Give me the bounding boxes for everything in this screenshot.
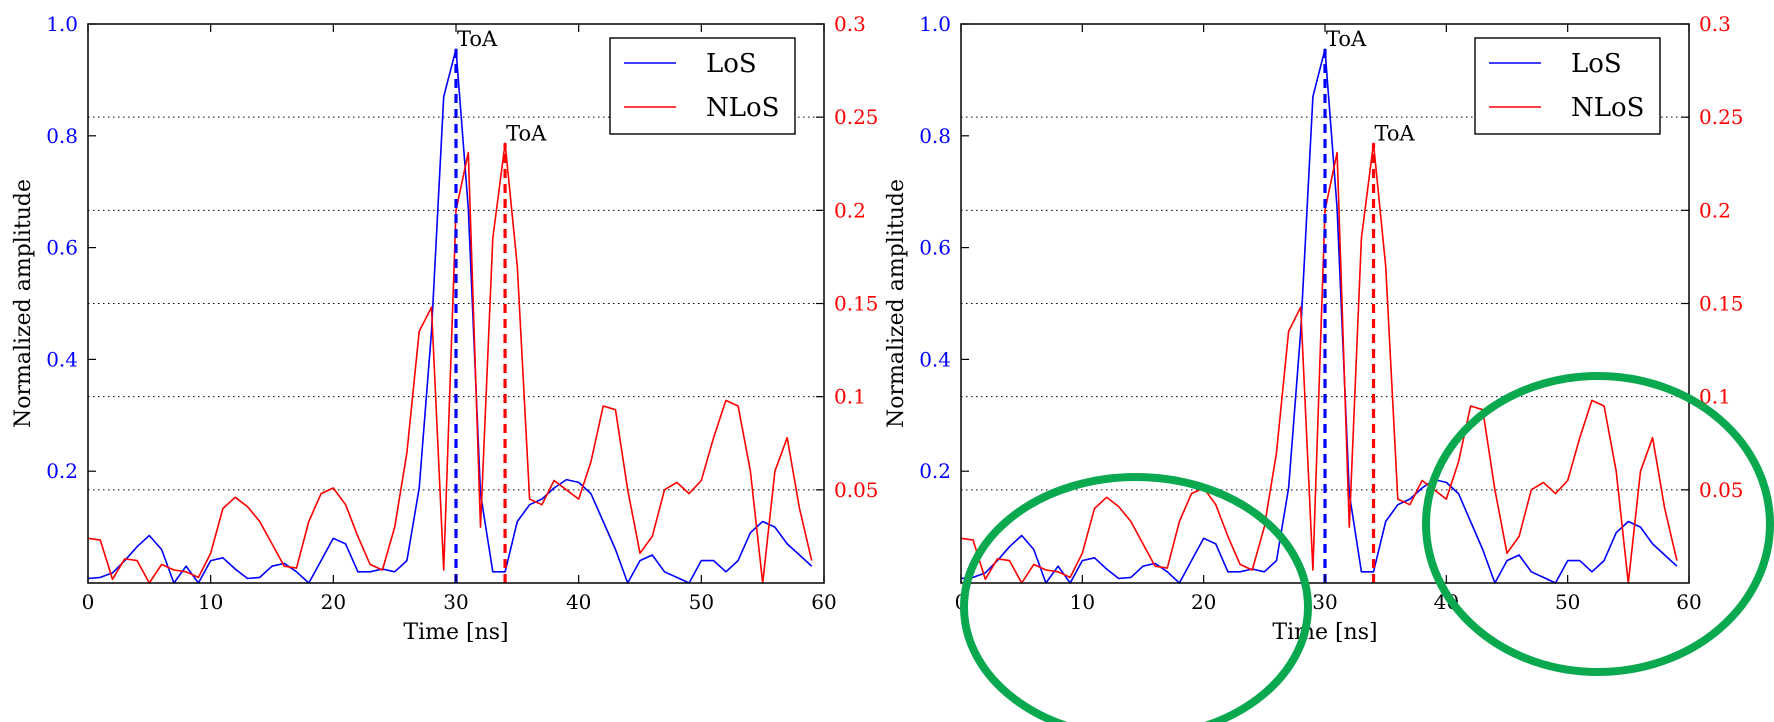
highlight-circle-early bbox=[960, 473, 1312, 722]
chart-panel-1: ToA ToA 0 10 20 30 40 50 60 0.2 0.4 0.6 0.8 1.0 0.05 0.… bbox=[11, 12, 879, 645]
x-tick-label: 60 bbox=[1676, 590, 1701, 614]
toa-label-nlos: ToA bbox=[506, 121, 547, 145]
x-tick-label: 30 bbox=[1312, 590, 1337, 614]
highlight-circle-late bbox=[1422, 372, 1774, 676]
legend-label-los: LoS bbox=[1571, 49, 1622, 79]
x-tick-label: 20 bbox=[321, 590, 346, 614]
series-line-los bbox=[87, 48, 813, 584]
y-left-tick-label: 0.4 bbox=[46, 347, 78, 371]
y-right-tick-label: 0.15 bbox=[1699, 292, 1744, 316]
y-right-tick-label: 0.25 bbox=[1699, 105, 1744, 129]
y-right-tick-label: 0.05 bbox=[1699, 478, 1744, 502]
legend-box bbox=[609, 37, 796, 135]
y-right-tick-label: 0.3 bbox=[834, 12, 866, 36]
y-left-tick-label: 0.8 bbox=[919, 124, 951, 148]
x-tick-label: 20 bbox=[1191, 590, 1216, 614]
series-line-los bbox=[960, 48, 1678, 584]
y-axis-label: Normalized amplitude bbox=[11, 179, 36, 428]
toa-label-los: ToA bbox=[1326, 27, 1367, 51]
y-right-tick-label: 0.15 bbox=[834, 292, 879, 316]
x-tick-label: 40 bbox=[566, 590, 591, 614]
y-right-tick-label: 0.05 bbox=[834, 478, 879, 502]
x-tick-label: 60 bbox=[811, 590, 836, 614]
y-left-tick-label: 0.8 bbox=[46, 124, 78, 148]
y-left-tick-label: 0.6 bbox=[919, 236, 951, 260]
x-tick-label: 10 bbox=[198, 590, 223, 614]
y-left-tick-label: 0.2 bbox=[46, 459, 78, 483]
y-right-tick-label: 0.3 bbox=[1699, 12, 1731, 36]
legend-label-los: LoS bbox=[706, 49, 757, 79]
x-tick-label: 50 bbox=[1555, 590, 1580, 614]
series-line-nlos bbox=[960, 142, 1678, 584]
x-tick-label: 50 bbox=[689, 590, 714, 614]
y-left-tick-label: 0.4 bbox=[919, 347, 951, 371]
legend-label-nlos: NLoS bbox=[1571, 93, 1644, 123]
y-left-tick-label: 1.0 bbox=[919, 12, 951, 36]
y-right-tick-label: 0.2 bbox=[1699, 198, 1731, 222]
y-left-tick-label: 0.6 bbox=[46, 236, 78, 260]
y-right-tick-label: 0.2 bbox=[834, 198, 866, 222]
x-axis-label: Time [ns] bbox=[1272, 620, 1377, 645]
toa-label-los: ToA bbox=[457, 27, 498, 51]
y-left-tick-label: 1.0 bbox=[46, 12, 78, 36]
x-tick-label: 10 bbox=[1070, 590, 1095, 614]
toa-label-nlos: ToA bbox=[1375, 121, 1416, 145]
legend-box bbox=[1474, 37, 1661, 135]
x-tick-label: 30 bbox=[443, 590, 468, 614]
series-line-nlos bbox=[87, 142, 813, 584]
y-left-tick-label: 0.2 bbox=[919, 459, 951, 483]
y-right-tick-label: 0.25 bbox=[834, 105, 879, 129]
y-axis-label: Normalized amplitude bbox=[884, 179, 909, 428]
x-tick-label: 0 bbox=[82, 590, 95, 614]
x-axis-label: Time [ns] bbox=[403, 620, 508, 645]
legend-label-nlos: NLoS bbox=[706, 93, 779, 123]
y-right-tick-label: 0.1 bbox=[834, 385, 866, 409]
